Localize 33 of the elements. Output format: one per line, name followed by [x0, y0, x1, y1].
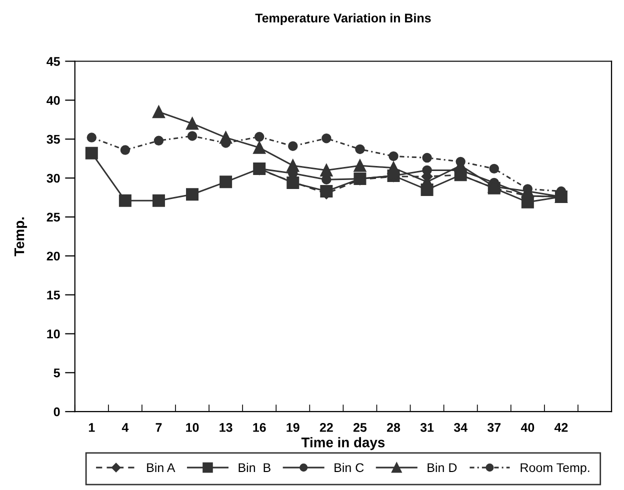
y-tick-label: 0 — [54, 407, 60, 416]
y-tick-label: 30 — [46, 174, 60, 183]
legend-label: Bin A — [147, 462, 176, 472]
x-tick-label: 37 — [487, 423, 501, 432]
x-tick-label: 31 — [420, 423, 434, 432]
x-tick-label: 28 — [386, 423, 400, 432]
x-tick-label: 34 — [454, 423, 468, 432]
x-axis-title: Time in days — [301, 437, 385, 450]
y-axis-title: Temp. — [14, 217, 27, 256]
y-tick-label: 20 — [46, 252, 60, 261]
legend-label: Bin C — [334, 462, 364, 472]
legend-label: Room Temp. — [520, 463, 590, 475]
x-tick-label: 25 — [353, 423, 367, 432]
x-tick-label: 19 — [286, 423, 300, 432]
x-tick-label: 13 — [220, 423, 232, 432]
x-tick-label: 40 — [520, 423, 534, 432]
legend-label: Bin B — [238, 462, 270, 472]
x-tick-label: 1 — [88, 423, 95, 432]
x-tick-label: 16 — [253, 423, 266, 432]
y-tick-label: 15 — [47, 290, 60, 300]
y-tick-label: 45 — [46, 57, 60, 66]
y-tick-label: 40 — [46, 96, 60, 105]
y-tick-label: 25 — [46, 212, 60, 222]
y-tick-label: 35 — [46, 134, 60, 144]
y-tick-label: 10 — [47, 330, 60, 338]
y-tick-label: 5 — [54, 368, 60, 378]
x-tick-label: 42 — [554, 423, 568, 432]
chart-title: Temperature Variation in Bins — [255, 13, 431, 25]
x-tick-label: 10 — [186, 423, 199, 432]
x-tick-label: 22 — [320, 423, 333, 432]
legend-label: Bin D — [428, 462, 457, 472]
x-tick-label: 7 — [156, 423, 162, 432]
x-tick-label: 4 — [122, 423, 129, 432]
